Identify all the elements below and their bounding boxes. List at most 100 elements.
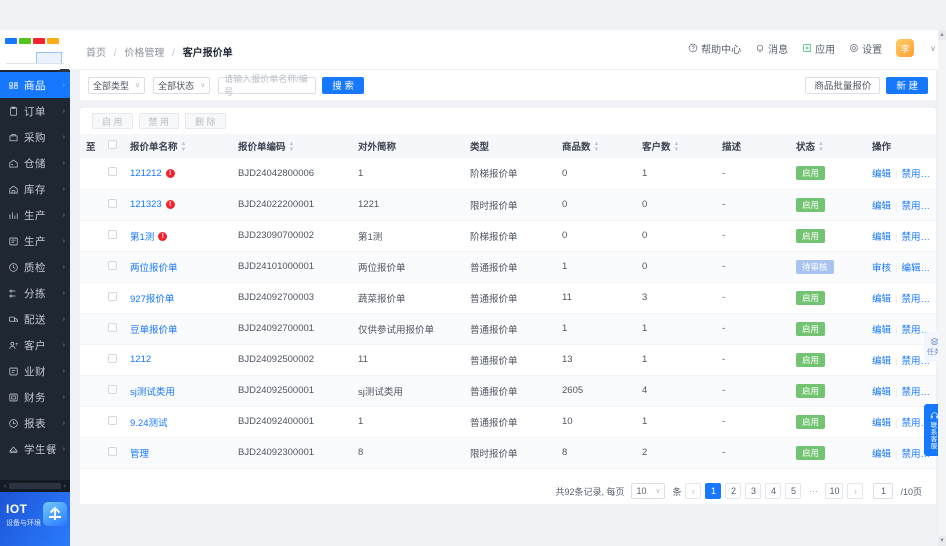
- delete-button[interactable]: 删 除: [185, 113, 226, 129]
- cell-quotation-name[interactable]: 两位报价单: [124, 251, 232, 283]
- quotation-name-link[interactable]: 927报价单: [130, 293, 175, 305]
- bulk-quote-button[interactable]: 商品批量报价: [805, 76, 881, 94]
- column-header-10[interactable]: 状态 ▲ ▼: [790, 134, 866, 158]
- row-checkbox[interactable]: [108, 291, 117, 301]
- search-button[interactable]: 搜 索: [322, 76, 364, 94]
- cell-quotation-name[interactable]: 管理: [124, 437, 232, 469]
- scroll-down-icon[interactable]: ▼: [938, 536, 946, 546]
- sidebar-item-14[interactable]: 报表 ›: [0, 410, 70, 436]
- row-select-cell[interactable]: [102, 189, 124, 221]
- help-center-button[interactable]: 帮助中心: [688, 41, 741, 56]
- sidebar-promo-iot[interactable]: IOT 设备与环境: [0, 492, 70, 546]
- breadcrumb-section[interactable]: 价格管理: [124, 48, 165, 59]
- status-filter-select[interactable]: 全部状态 ∨: [153, 76, 211, 94]
- select-all-checkbox[interactable]: [108, 140, 117, 149]
- table-row[interactable]: 121212! BJD24042800006 1 阶梯报价单 0 1- 启用 编辑 | 禁用 ··…: [80, 158, 936, 190]
- sidebar-item-5[interactable]: 库存 ›: [0, 176, 70, 202]
- row-checkbox[interactable]: [108, 167, 117, 177]
- row-checkbox[interactable]: [108, 198, 117, 208]
- cell-quotation-name[interactable]: sj测试类用: [124, 375, 232, 407]
- sort-icon[interactable]: ▲ ▼: [673, 141, 680, 154]
- page-size-select[interactable]: 10 ∨: [631, 483, 666, 499]
- column-header-4[interactable]: 报价单编码 ▲ ▼: [232, 134, 352, 158]
- quotation-name-link[interactable]: 管理: [130, 448, 150, 460]
- table-row[interactable]: 927报价单 BJD24092700003 蔬菜报价单 普通报价单 11 3- 启用 编辑 | 禁…: [80, 282, 936, 314]
- sidebar-item-4[interactable]: 仓储 ›: [0, 150, 70, 176]
- row-checkbox[interactable]: [108, 229, 117, 239]
- sidebar-item-2[interactable]: 订单 ›: [0, 98, 70, 124]
- row-select-cell[interactable]: [102, 158, 124, 190]
- chevron-down-icon[interactable]: ∨: [930, 43, 936, 53]
- row-checkbox[interactable]: [108, 446, 117, 456]
- sidebar-item-3[interactable]: 采购 ›: [0, 124, 70, 150]
- cell-operations[interactable]: 编辑|禁用 ···: [866, 282, 936, 314]
- page-scrollbar[interactable]: ▲ ▼: [938, 30, 946, 546]
- create-button[interactable]: 新 建: [886, 76, 928, 94]
- messages-button[interactable]: 消息: [755, 41, 788, 56]
- table-row[interactable]: 121323! BJD24022200001 1221 限时报价单 0 0- 启用 编辑 | 禁用…: [80, 189, 936, 221]
- op-link-1[interactable]: 编辑: [872, 169, 892, 181]
- row-checkbox[interactable]: [108, 384, 117, 394]
- cell-quotation-name[interactable]: 第1测!: [124, 220, 232, 252]
- sidebar-item-8[interactable]: 质检 ›: [0, 254, 70, 280]
- quotation-name-link[interactable]: sj测试类用: [130, 386, 175, 398]
- sort-icon[interactable]: ▲ ▼: [593, 141, 600, 154]
- op-link-1[interactable]: 审核: [872, 262, 892, 274]
- cell-operations[interactable]: 编辑|禁用 ···: [866, 220, 936, 252]
- search-input[interactable]: 请输入报价单名称/编号: [218, 74, 317, 97]
- sidebar-item-1[interactable]: 商品 ›: [0, 72, 70, 98]
- table-row[interactable]: sj测试类用 BJD24092500001 sj测试类用 普通报价单 2605 4- 启用编…: [80, 375, 936, 407]
- sidebar-item-12[interactable]: 业财 ›: [0, 358, 70, 384]
- pagination-page-3[interactable]: 3: [745, 483, 762, 499]
- sidebar-item-9[interactable]: 分拣 ›: [0, 280, 70, 306]
- cell-operations[interactable]: 编辑|禁用 ···: [866, 375, 936, 407]
- sort-icon[interactable]: ▲ ▼: [180, 141, 187, 154]
- pagination-last-page[interactable]: 10: [825, 483, 844, 499]
- cell-operations[interactable]: 编辑|禁用 ···: [866, 158, 936, 190]
- row-select-cell[interactable]: [102, 375, 124, 407]
- op-link-2[interactable]: 禁用: [901, 386, 921, 398]
- cell-quotation-name[interactable]: 9.24测试: [124, 406, 232, 438]
- op-link-1[interactable]: 编辑: [872, 417, 892, 429]
- column-header-7[interactable]: 商品数 ▲ ▼: [556, 134, 636, 158]
- op-link-2[interactable]: 编辑: [901, 262, 921, 274]
- op-link-2[interactable]: 禁用: [901, 293, 921, 305]
- row-select-cell[interactable]: [102, 282, 124, 314]
- table-row[interactable]: 第1测! BJD23090700002 第1测 阶梯报价单 0 0- 启用 编辑 | 禁用 ···: [80, 220, 936, 252]
- user-menu[interactable]: 李 ∨: [896, 39, 936, 57]
- cell-operations[interactable]: 审核 | 编辑 ···: [866, 251, 936, 283]
- cell-quotation-name[interactable]: 121323!: [124, 189, 232, 221]
- cell-operations[interactable]: 编辑|禁用 ···: [866, 189, 936, 221]
- table-row[interactable]: 豆单报价单 BJD24092700001 仅供参试用报价单 普通报价单 1 1- 启用 编辑 |…: [80, 313, 936, 345]
- row-select-cell[interactable]: [102, 437, 124, 469]
- op-link-1[interactable]: 编辑: [872, 448, 892, 460]
- op-link-1[interactable]: 编辑: [872, 324, 892, 336]
- op-link-1[interactable]: 编辑: [872, 386, 892, 398]
- sidebar-item-11[interactable]: 客户 ›: [0, 332, 70, 358]
- breadcrumb-home[interactable]: 首页: [86, 48, 106, 59]
- enable-button[interactable]: 启 用: [92, 113, 133, 129]
- scroll-up-icon[interactable]: ▲: [938, 30, 946, 40]
- sidebar-pager-next[interactable]: ›: [63, 482, 66, 490]
- row-select-cell[interactable]: [102, 406, 124, 438]
- apps-button[interactable]: 应用: [802, 41, 835, 56]
- quotation-name-link[interactable]: 121212: [130, 167, 162, 179]
- row-checkbox[interactable]: [108, 353, 117, 363]
- sidebar-pager-prev[interactable]: ‹: [4, 482, 7, 490]
- cell-quotation-name[interactable]: 1212: [124, 344, 232, 376]
- row-checkbox[interactable]: [108, 322, 117, 332]
- row-select-cell[interactable]: [102, 344, 124, 376]
- quotation-name-link[interactable]: 121323: [130, 199, 162, 210]
- quotation-name-link[interactable]: 9.24测试: [130, 417, 168, 429]
- quotation-name-link[interactable]: 1212: [130, 354, 152, 365]
- pagination-page-1[interactable]: 1: [705, 483, 722, 499]
- pagination-jump-input[interactable]: 1: [873, 483, 894, 499]
- op-link-1[interactable]: 编辑: [872, 355, 892, 367]
- cell-quotation-name[interactable]: 豆单报价单: [124, 313, 232, 345]
- settings-button[interactable]: 设置: [849, 41, 882, 56]
- pagination-page-5[interactable]: 5: [785, 483, 802, 499]
- type-filter-select[interactable]: 全部类型 ∨: [88, 76, 146, 94]
- row-select-cell[interactable]: [102, 251, 124, 283]
- sidebar-item-7[interactable]: 生产 ›: [0, 228, 70, 254]
